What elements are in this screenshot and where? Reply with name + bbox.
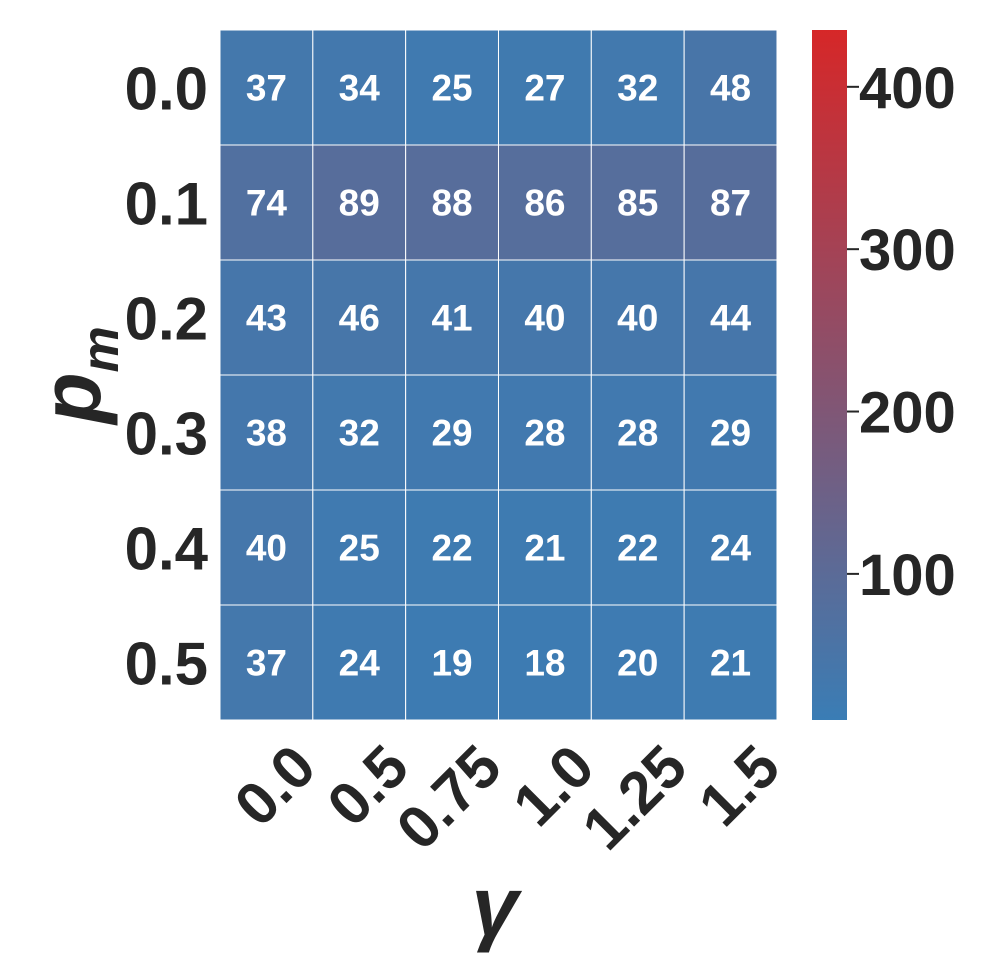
- cell-value-r5-c0: 37: [246, 643, 287, 684]
- heatmap-cell-r0-c1: [312, 29, 407, 146]
- heatmap-cell-r2-c2: [405, 259, 499, 376]
- cell-value-r2-c4: 40: [617, 298, 658, 339]
- cell-value-r2-c1: 46: [339, 298, 380, 339]
- cell-value-r5-c3: 18: [524, 643, 565, 684]
- cell-value-r0-c3: 27: [524, 68, 565, 109]
- cell-value-r5-c5: 21: [710, 643, 751, 684]
- cell-value-r1-c2: 88: [431, 183, 472, 224]
- heatmap-cell-r5-c4: [590, 604, 685, 721]
- cell-value-r3-c4: 28: [617, 413, 658, 454]
- cell-value-r1-c0: 74: [246, 183, 288, 224]
- cell-value-r5-c4: 20: [617, 643, 658, 684]
- heatmap-cell-r5-c5: [683, 604, 778, 721]
- cell-value-r4-c4: 22: [617, 528, 658, 569]
- y-tick-label: 0.4: [125, 516, 209, 583]
- cell-value-r3-c2: 29: [431, 413, 472, 454]
- heatmap-cell-r4-c0: [219, 489, 314, 606]
- heatmap-cells: [219, 29, 778, 721]
- heatmap-cell-r0-c3: [497, 29, 592, 146]
- cell-value-r4-c2: 22: [431, 528, 472, 569]
- y-tick-label: 0.0: [125, 56, 208, 123]
- heatmap-cell-labels: 37 34 25 27 32 48 74 89 88 86 85 87 43 46 41 40 40 44 38 32…: [246, 68, 752, 684]
- cell-value-r1-c4: 85: [617, 183, 658, 224]
- y-tick-label: 0.5: [125, 631, 208, 698]
- cell-value-r1-c5: 87: [710, 183, 751, 224]
- cell-value-r0-c4: 32: [617, 68, 658, 109]
- heatmap-cell-r3-c5: [683, 374, 778, 491]
- cell-value-r3-c0: 38: [246, 413, 287, 454]
- y-axis-label: pm: [24, 326, 130, 426]
- cell-value-r0-c2: 25: [431, 68, 472, 109]
- heatmap-cell-r0-c0: [219, 29, 314, 146]
- cell-value-r1-c3: 86: [524, 183, 565, 224]
- y-tick-label: 0.1: [125, 171, 208, 238]
- cell-value-r2-c3: 40: [524, 298, 565, 339]
- x-tick-label: 1.5: [686, 732, 792, 838]
- cell-value-r3-c5: 29: [710, 413, 751, 454]
- heatmap-cell-r2-c1: [312, 259, 407, 376]
- y-tick-label: 0.2: [125, 286, 208, 353]
- colorbar-tick-label: 200: [859, 381, 956, 446]
- heatmap-cell-r0-c4: [590, 29, 685, 146]
- x-axis-label: γ: [472, 859, 523, 953]
- cell-value-r0-c5: 48: [710, 68, 751, 109]
- cell-value-r4-c5: 24: [710, 528, 752, 569]
- heatmap-cell-r3-c4: [590, 374, 685, 491]
- heatmap-cell-r2-c0: [219, 259, 314, 376]
- heatmap-cell-r0-c2: [405, 29, 499, 146]
- y-tick-label: 0.3: [125, 401, 208, 468]
- heatmap-cell-r0-c5: [683, 29, 778, 146]
- heatmap-cell-r4-c5: [683, 489, 778, 606]
- heatmap-cell-r4-c3: [497, 489, 592, 606]
- cell-value-r0-c0: 37: [246, 68, 287, 109]
- heatmap-cell-r1-c5: [683, 144, 778, 261]
- heatmap-cell-r2-c5: [683, 259, 778, 376]
- cell-value-r2-c2: 41: [431, 298, 472, 339]
- y-axis-label-subscript: m: [72, 326, 130, 372]
- heatmap-cell-r3-c2: [405, 374, 499, 491]
- heatmap-cell-r4-c4: [590, 489, 685, 606]
- cell-value-r0-c1: 34: [339, 68, 381, 109]
- cell-value-r2-c0: 43: [246, 298, 287, 339]
- cell-value-r1-c1: 89: [339, 183, 380, 224]
- colorbar-tick-label: 300: [859, 218, 956, 283]
- heatmap-cell-r4-c2: [405, 489, 499, 606]
- y-axis-label-main: p: [24, 372, 118, 425]
- heatmap-cell-r3-c3: [497, 374, 592, 491]
- colorbar-tick-label: 400: [859, 56, 956, 121]
- heatmap-cell-r2-c4: [590, 259, 685, 376]
- heatmap-cell-r3-c1: [312, 374, 407, 491]
- colorbar: [812, 30, 847, 720]
- cell-value-r5-c1: 24: [339, 643, 381, 684]
- cell-value-r3-c3: 28: [524, 413, 565, 454]
- colorbar-tick-label: 100: [859, 543, 956, 608]
- heatmap-cell-r5-c3: [497, 604, 592, 721]
- heatmap-cell-r1-c3: [497, 144, 592, 261]
- x-tick-label: 1.25: [570, 732, 700, 862]
- cell-value-r5-c2: 19: [431, 643, 472, 684]
- cell-value-r4-c1: 25: [339, 528, 380, 569]
- heatmap-cell-r1-c1: [312, 144, 407, 261]
- cell-value-r4-c0: 40: [246, 528, 287, 569]
- cell-value-r2-c5: 44: [710, 298, 752, 339]
- y-tick-labels: 0.0 0.1 0.2 0.3 0.4 0.5: [125, 56, 209, 698]
- heatmap-cell-r3-c0: [219, 374, 314, 491]
- heatmap-cell-r5-c0: [219, 604, 314, 721]
- x-tick-label: 0.0: [222, 732, 328, 838]
- colorbar-ticks: 100 200 300 400: [847, 56, 956, 608]
- x-tick-labels: 0.00.50.751.01.251.5: [222, 732, 793, 862]
- x-tick-label: 0.75: [384, 732, 514, 862]
- cell-value-r3-c1: 32: [339, 413, 380, 454]
- cell-value-r4-c3: 21: [524, 528, 565, 569]
- heatmap-cell-r2-c3: [497, 259, 592, 376]
